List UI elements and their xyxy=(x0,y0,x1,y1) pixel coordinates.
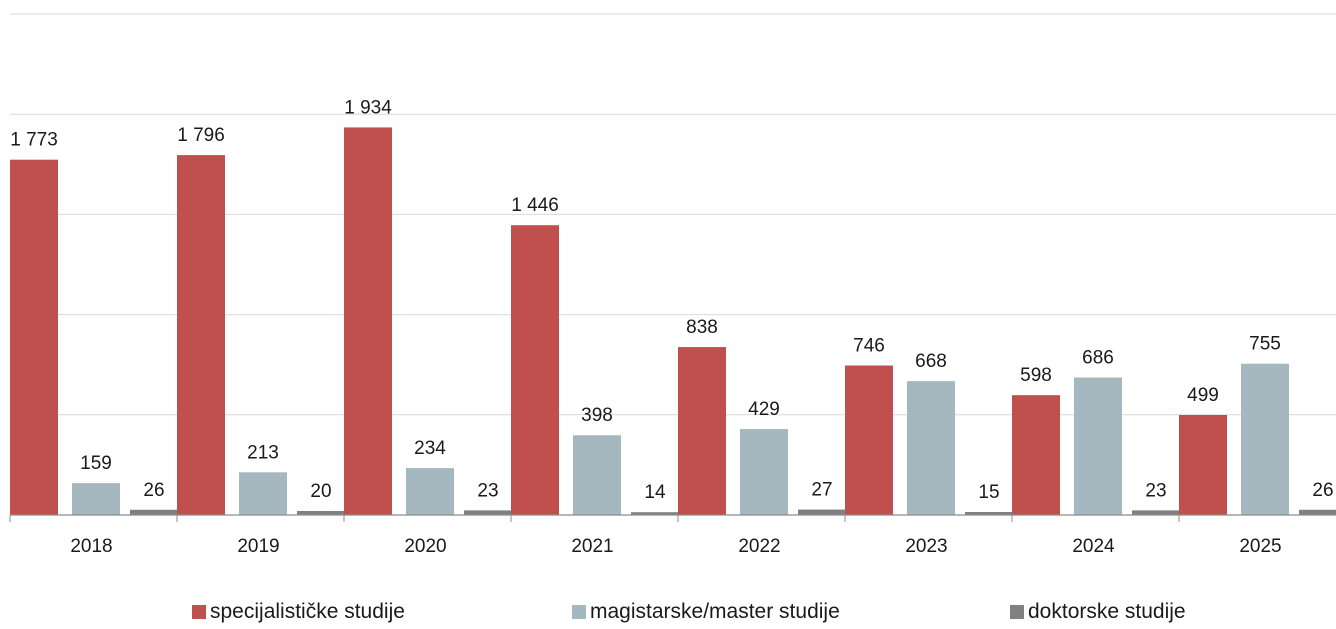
data-label: 686 xyxy=(1082,348,1114,369)
bar-magistarske xyxy=(1074,377,1122,515)
x-tick-label: 2024 xyxy=(1072,536,1115,557)
data-label: 23 xyxy=(477,480,498,501)
data-label: 23 xyxy=(1145,480,1166,501)
bars xyxy=(10,127,1336,516)
bar-doktorske xyxy=(297,510,345,515)
bar-magistarske xyxy=(907,381,955,515)
data-label: 1 796 xyxy=(177,125,225,146)
bar-magistarske xyxy=(573,435,621,515)
bar-specijalisticke xyxy=(1179,415,1227,515)
data-label: 26 xyxy=(143,480,164,501)
bar-doktorske xyxy=(130,509,178,515)
x-tick-label: 2023 xyxy=(905,536,947,557)
bar-doktorske xyxy=(1132,510,1180,515)
data-label: 838 xyxy=(686,317,718,338)
legend-item-specijalisticke: specijalističke studije xyxy=(192,600,405,624)
data-label: 14 xyxy=(644,482,666,503)
legend-label-specijalisticke: specijalističke studije xyxy=(210,600,405,623)
bar-doktorske xyxy=(631,512,679,515)
x-tick-label: 2020 xyxy=(404,536,446,557)
legend-label-magistarske: magistarske/master studije xyxy=(590,600,840,623)
legend-swatch-specijalisticke xyxy=(192,605,206,619)
bar-doktorske xyxy=(798,509,846,515)
bar-specijalisticke xyxy=(10,159,58,515)
data-label: 398 xyxy=(581,405,613,426)
bar-magistarske xyxy=(406,468,454,515)
x-tick-label: 2022 xyxy=(738,536,780,557)
data-label: 598 xyxy=(1020,365,1052,386)
data-label: 429 xyxy=(748,399,780,420)
legend: specijalističke studije magistarske/mast… xyxy=(0,600,1336,626)
data-label: 668 xyxy=(915,351,947,372)
bar-magistarske xyxy=(72,483,120,515)
bar-magistarske xyxy=(1241,363,1289,515)
x-tick-label: 2021 xyxy=(571,536,613,557)
bar-specijalisticke xyxy=(1012,395,1060,515)
data-label: 1 446 xyxy=(511,195,559,216)
data-label: 159 xyxy=(80,453,112,474)
bar-doktorske xyxy=(965,511,1013,515)
data-label: 755 xyxy=(1249,334,1281,355)
data-label: 213 xyxy=(247,442,279,463)
legend-swatch-magistarske xyxy=(572,605,586,619)
legend-item-doktorske: doktorske studije xyxy=(1010,600,1186,624)
bar-specijalisticke xyxy=(177,155,225,515)
legend-item-magistarske: magistarske/master studije xyxy=(572,600,840,624)
bar-magistarske xyxy=(740,429,788,515)
legend-label-doktorske: doktorske studije xyxy=(1028,600,1186,623)
x-tick-label: 2025 xyxy=(1239,536,1281,557)
bar-doktorske xyxy=(464,510,512,515)
bar-specijalisticke xyxy=(678,347,726,515)
data-label: 1 773 xyxy=(10,130,58,151)
bar-specijalisticke xyxy=(344,127,392,516)
data-labels: 1 773 159 26 1 796 213 20 1 934 234 23 1 446 398 14… xyxy=(10,97,1333,503)
x-tick-label: 2019 xyxy=(237,536,279,557)
bar-doktorske xyxy=(1299,509,1336,515)
data-label: 27 xyxy=(811,480,832,501)
data-label: 234 xyxy=(414,438,446,459)
legend-swatch-doktorske xyxy=(1010,605,1024,619)
data-label: 499 xyxy=(1187,385,1219,406)
bar-specijalisticke xyxy=(511,225,559,515)
data-label: 26 xyxy=(1312,480,1333,501)
data-label: 1 934 xyxy=(344,97,392,118)
data-label: 15 xyxy=(978,482,999,503)
bar-magistarske xyxy=(239,472,287,515)
data-label: 20 xyxy=(310,481,331,502)
bar-specijalisticke xyxy=(845,365,893,515)
x-axis: 2018 2019 2020 2021 2022 2023 2024 2025 xyxy=(9,514,1336,557)
data-label: 746 xyxy=(853,336,885,357)
x-tick-label: 2018 xyxy=(70,536,112,557)
